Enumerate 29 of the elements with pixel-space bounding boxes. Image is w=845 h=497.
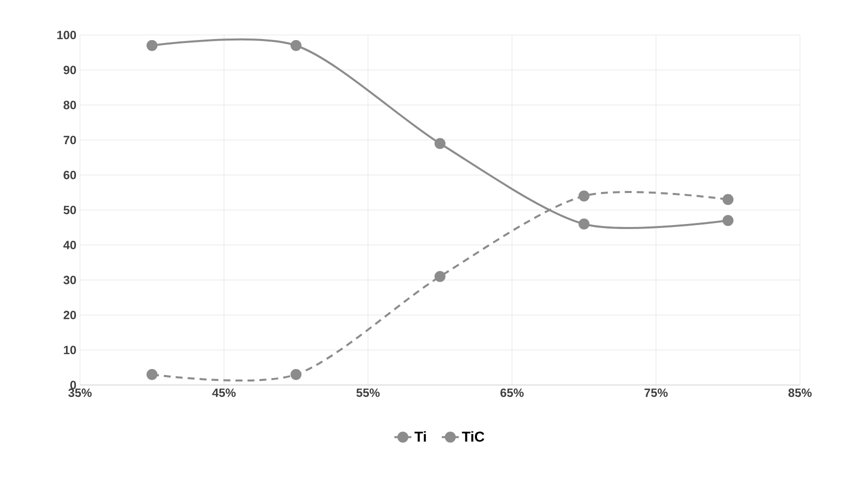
point [146,369,158,380]
y-tick-label: 30 [63,276,76,284]
y-tick-label: 100 [57,30,76,40]
x-tick-label: 45% [212,388,236,397]
point [578,218,590,230]
point [434,138,446,149]
y-tick-label: 70 [64,136,76,144]
legend-label: TiC [462,431,484,442]
legend-label: Ti [414,431,426,442]
y-tick-label: 50 [64,206,76,214]
y-tick-label: 90 [64,66,76,74]
point [146,40,158,51]
y-tick-label: 60 [64,170,76,180]
point [290,369,302,380]
x-tick-label: 75% [644,388,668,397]
y-tick-label: 10 [64,346,76,354]
x-tick-label: 35% [68,388,92,398]
point [578,190,590,202]
y-tick-label: 80 [64,100,76,110]
point [290,40,302,51]
y-tick-label: 40 [63,240,76,250]
x-tick-label: 85% [788,388,812,397]
point [722,215,734,226]
x-tick-label: 55% [356,388,380,397]
point [722,194,734,205]
x-tick-label: 65% [500,388,524,397]
y-tick-label: 0 [70,380,76,390]
y-tick-label: 20 [64,310,76,320]
point [434,271,446,282]
